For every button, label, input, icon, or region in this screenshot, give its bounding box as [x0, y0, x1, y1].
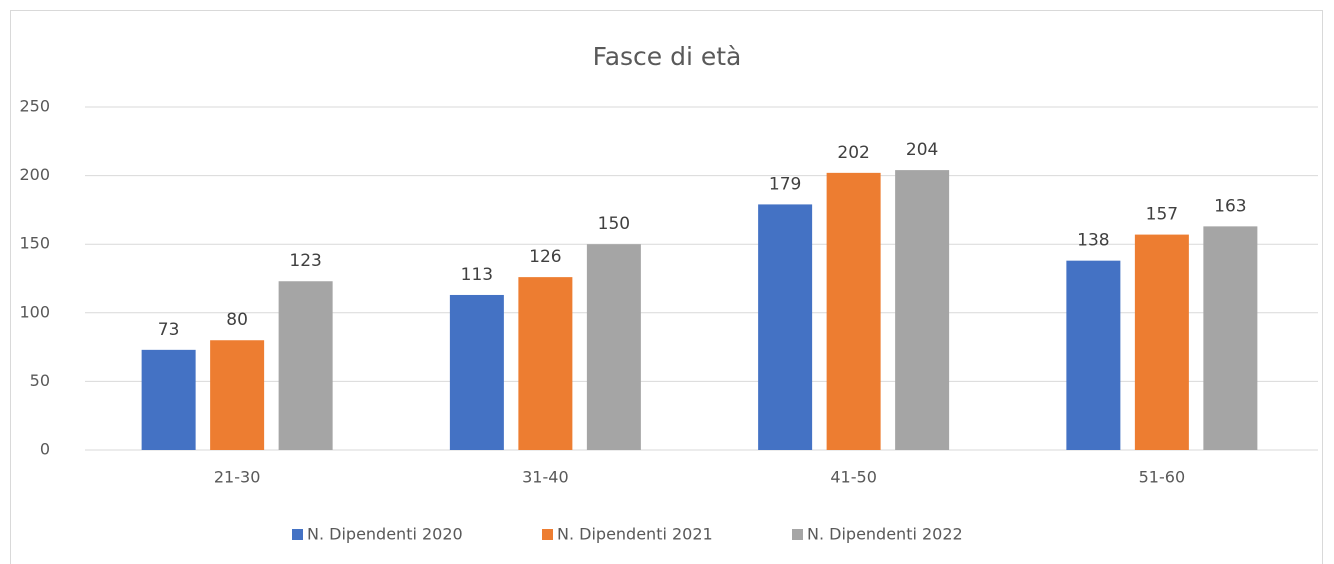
x-tick-label: 41-50	[830, 468, 877, 487]
bar	[586, 244, 641, 450]
legend-swatch	[292, 529, 303, 540]
legend-swatch	[792, 529, 803, 540]
x-tick-label: 31-40	[522, 468, 569, 487]
legend-swatch	[542, 529, 553, 540]
bar	[826, 172, 881, 450]
legend-label: N. Dipendenti 2021	[557, 525, 713, 544]
x-tick-label: 21-30	[214, 468, 261, 487]
legend-label: N. Dipendenti 2022	[807, 525, 963, 544]
bar	[1203, 226, 1258, 450]
bar	[1134, 234, 1189, 450]
y-tick-label: 50	[30, 371, 50, 390]
chart-border	[10, 10, 1323, 564]
y-tick-label: 200	[19, 165, 50, 184]
data-label: 150	[598, 214, 630, 234]
data-label: 138	[1077, 231, 1109, 251]
data-label: 179	[769, 174, 801, 194]
bar	[895, 170, 950, 450]
y-tick-label: 150	[19, 234, 50, 253]
bar	[1066, 260, 1121, 450]
chart-title: Fasce di età	[593, 42, 742, 71]
y-tick-label: 250	[19, 97, 50, 116]
data-label: 113	[461, 265, 493, 285]
data-label: 204	[906, 140, 938, 160]
bar	[141, 349, 196, 450]
y-tick-label: 0	[40, 440, 50, 459]
data-label: 123	[289, 251, 321, 271]
bar	[518, 277, 573, 450]
bar	[758, 204, 813, 450]
bar	[278, 281, 333, 450]
y-tick-label: 100	[19, 302, 50, 321]
data-label: 80	[226, 310, 248, 330]
data-label: 202	[837, 143, 869, 163]
bar	[449, 294, 504, 450]
data-label: 73	[158, 320, 180, 340]
bar	[210, 340, 265, 450]
legend-label: N. Dipendenti 2020	[307, 525, 463, 544]
data-label: 163	[1214, 196, 1246, 216]
data-label: 157	[1146, 205, 1178, 225]
x-tick-label: 51-60	[1139, 468, 1186, 487]
data-label: 126	[529, 247, 561, 267]
